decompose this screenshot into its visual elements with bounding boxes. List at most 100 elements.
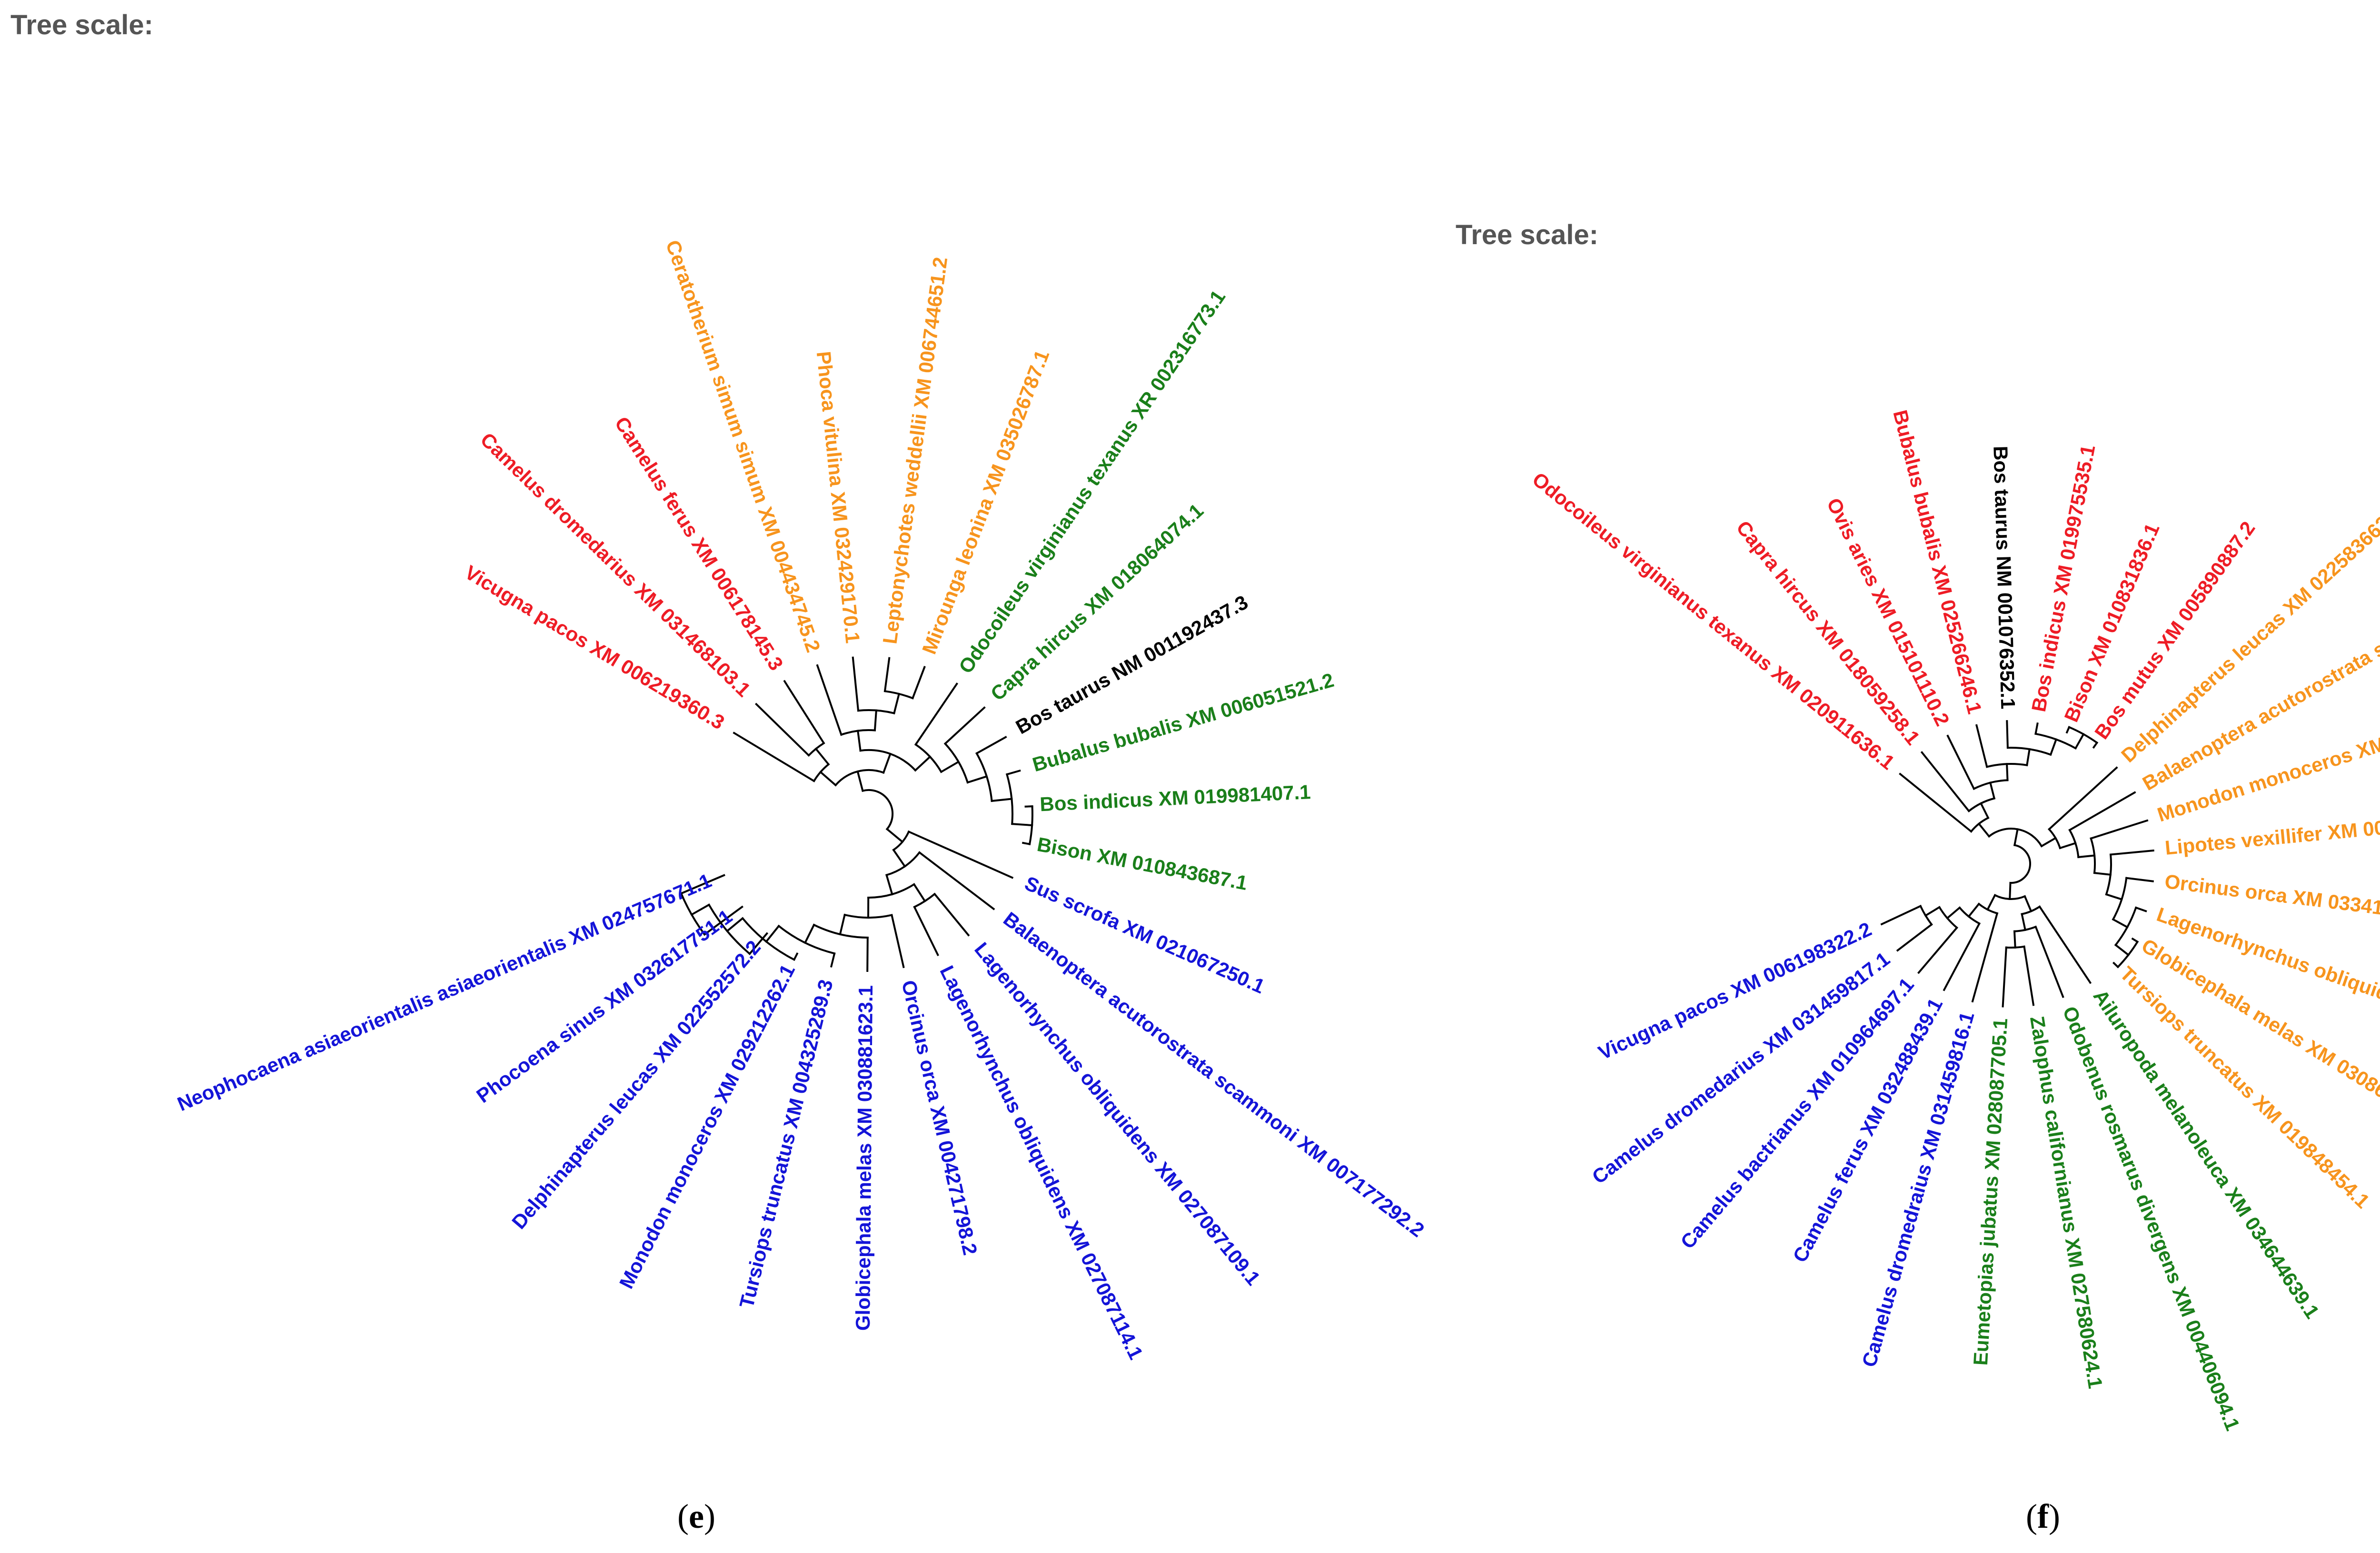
branch-line bbox=[2040, 837, 2057, 848]
branch-line bbox=[725, 917, 744, 933]
branch-line bbox=[2047, 766, 2118, 831]
branch-line bbox=[1880, 905, 1922, 926]
branch-line bbox=[2038, 905, 2092, 984]
branch-line bbox=[2026, 748, 2031, 766]
branch-line bbox=[2059, 841, 2077, 850]
branch-line bbox=[814, 747, 830, 766]
branch-line bbox=[991, 798, 1013, 802]
leaf-label: Bos taurus NM 001076352.1 bbox=[1989, 445, 2019, 709]
branch-line bbox=[2023, 895, 2033, 913]
branch-line bbox=[830, 952, 836, 968]
branch-line bbox=[1946, 906, 1961, 920]
branch-line bbox=[2074, 732, 2085, 750]
branch-arc bbox=[861, 789, 894, 831]
branch-line bbox=[1899, 772, 1973, 833]
branch-line bbox=[891, 914, 905, 969]
branch-line bbox=[918, 851, 995, 910]
branch-line bbox=[2105, 893, 2123, 901]
branch-line bbox=[856, 770, 864, 792]
branch-line bbox=[690, 903, 711, 916]
branch-line bbox=[1986, 894, 1996, 911]
leaf-label: Camelus dromedraius XM 031459816.1 bbox=[1858, 1009, 1979, 1370]
branch-line bbox=[2013, 930, 2016, 949]
branch-line bbox=[1917, 926, 1958, 974]
branch-line bbox=[1943, 922, 1981, 991]
branch-line bbox=[940, 760, 960, 773]
leaf-label: Bubalus bubalis XM 025266246.1 bbox=[1889, 408, 1986, 716]
branch-line bbox=[1946, 734, 1975, 790]
branch-line bbox=[816, 664, 843, 736]
branch-line bbox=[703, 905, 744, 936]
branch-line bbox=[2112, 918, 2129, 929]
branch-line bbox=[2034, 925, 2064, 998]
branch-line bbox=[966, 775, 988, 784]
branch-line bbox=[1920, 751, 1971, 812]
branch-line bbox=[783, 680, 825, 745]
branch-line bbox=[1977, 822, 1991, 838]
branch-line bbox=[885, 874, 893, 896]
panel-caption-f: (f) bbox=[2026, 1497, 2060, 1535]
branch-line bbox=[912, 883, 926, 903]
branch-line bbox=[1979, 802, 1990, 820]
leaf-label: Lipotes vexillifer XM 007468079.1 bbox=[2164, 807, 2380, 859]
tree-scale-label-f: Tree scale: bbox=[1456, 219, 1598, 250]
branch-line bbox=[873, 709, 878, 732]
branch-line bbox=[680, 874, 725, 895]
branch-line bbox=[892, 849, 906, 868]
branch-line bbox=[883, 657, 891, 692]
tree-scale-label-e: Tree scale: bbox=[10, 10, 153, 40]
phylogenetic-tree-f: Odocoileus virginianus texanus XM 020911… bbox=[1528, 408, 2380, 1434]
branch-line bbox=[2013, 828, 2019, 847]
branch-line bbox=[914, 683, 958, 746]
branch-line bbox=[1971, 912, 1999, 1003]
branch-line bbox=[1967, 902, 1981, 918]
branch-line bbox=[885, 828, 904, 843]
leaf-label: Mirounga leonina XM 035026787.1 bbox=[918, 347, 1053, 657]
leaf-label: Leptonychotes weddellii XM 006744651.2 bbox=[878, 256, 952, 645]
branch-line bbox=[2077, 854, 2096, 859]
leaf-label: Eumetopias jubatus XM 028087705.1 bbox=[1969, 1018, 2012, 1366]
branch-line bbox=[748, 932, 769, 955]
branch-line bbox=[2090, 819, 2149, 840]
branch-line bbox=[1011, 822, 1033, 827]
branch-line bbox=[2002, 946, 2007, 1008]
branch-line bbox=[892, 692, 901, 715]
branch-line bbox=[2093, 871, 2112, 876]
branch-line bbox=[2068, 791, 2136, 831]
leaf-label: Bison XM 010843687.1 bbox=[1035, 833, 1249, 894]
branch-line bbox=[2049, 738, 2058, 756]
branch-line bbox=[913, 906, 939, 956]
branch-line bbox=[819, 771, 837, 787]
branch-line bbox=[1989, 781, 1996, 800]
branch-line bbox=[733, 732, 815, 782]
panel-caption-e: (e) bbox=[677, 1497, 715, 1535]
branch-line bbox=[933, 892, 970, 937]
branch-line bbox=[2114, 943, 2130, 957]
branch-line bbox=[914, 755, 932, 772]
branch-line bbox=[764, 924, 780, 943]
branch-line bbox=[754, 702, 810, 757]
branch-line bbox=[911, 666, 926, 700]
branch-line bbox=[2109, 849, 2154, 856]
branch-line bbox=[943, 706, 986, 745]
branch-line bbox=[856, 730, 862, 752]
branch-arc bbox=[2009, 844, 2031, 884]
branch-line bbox=[975, 735, 1007, 755]
branch-line bbox=[907, 830, 1014, 879]
leaf-label: Bos indicus XM 019981407.1 bbox=[1039, 781, 1311, 815]
leaf-label: Globicephala melas XM 030881623.1 bbox=[852, 985, 877, 1331]
branch-line bbox=[1896, 923, 1933, 952]
branch-line bbox=[2125, 877, 2154, 882]
branch-line bbox=[2021, 913, 2027, 931]
branch-line bbox=[882, 752, 892, 774]
branch-line bbox=[1005, 769, 1021, 776]
branch-line bbox=[866, 936, 869, 972]
branch-line bbox=[2034, 722, 2039, 735]
leaf-label: Phoca vitulina XM 032429170.1 bbox=[813, 350, 864, 644]
branch-line bbox=[1975, 724, 1988, 768]
branch-line bbox=[1021, 841, 1031, 845]
branch-line bbox=[2006, 720, 2009, 749]
branch-line bbox=[803, 923, 815, 944]
branch-line bbox=[793, 952, 799, 961]
